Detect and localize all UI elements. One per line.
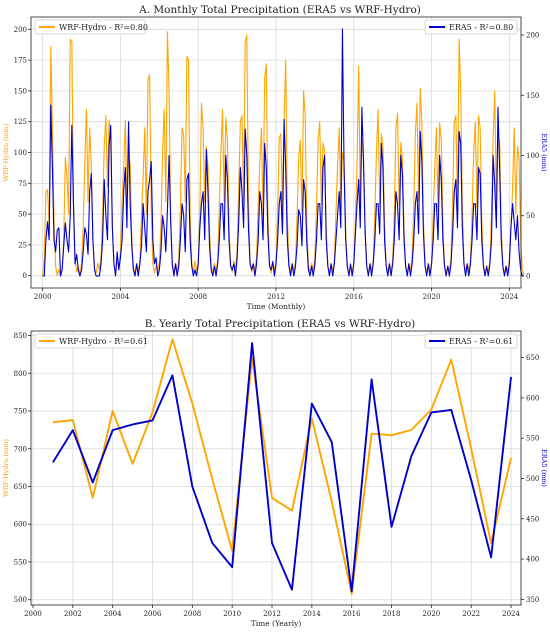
y-tick-label-right: 200 <box>526 32 539 40</box>
x-tick-label: 2012 <box>267 293 285 301</box>
series-line-wrf-hydro <box>52 338 512 595</box>
panel-a-legend-left-label: WRF-Hydro - R²=0.80 <box>59 23 148 32</box>
x-tick-label: 2014 <box>303 610 321 618</box>
x-tick-label: 2008 <box>183 610 201 618</box>
y-tick-label-right: 100 <box>526 152 539 160</box>
x-tick-label: 2016 <box>343 610 361 618</box>
x-tick-label: 2010 <box>223 610 241 618</box>
y-tick-label-right: 450 <box>526 515 539 523</box>
panel-a-title: A. Monthly Total Precipitation (ERA5 vs … <box>138 4 421 16</box>
panel-b-title: B. Yearly Total Precipitation (ERA5 vs W… <box>145 318 416 330</box>
y-tick-label-left: 125 <box>14 118 27 126</box>
panel-a-legend-right: ERA5 - R²=0.80 <box>424 19 518 35</box>
x-tick-label: 2024 <box>500 293 518 301</box>
y-tick-label-left: 0 <box>23 272 27 280</box>
panel-a-legend-left: WRF-Hydro - R²=0.80 <box>34 19 148 35</box>
panel-b-legend-left-label: WRF-Hydro - R²=0.61 <box>59 337 148 346</box>
panel-b-legend-right: ERA5 - R²=0.61 <box>424 333 518 349</box>
y-tick-label-left: 650 <box>14 483 27 491</box>
panel-b-legend-left: WRF-Hydro - R²=0.61 <box>34 333 148 349</box>
panel-a-legend-right-label: ERA5 - R²=0.80 <box>449 23 513 32</box>
panel-a-y-axis-label-left: WRF-Hydro (mm) <box>2 123 10 181</box>
x-tick-label: 2016 <box>345 293 363 301</box>
y-tick-label-right: 650 <box>526 354 539 362</box>
y-tick-label-left: 800 <box>14 370 27 378</box>
y-tick-label-right: 350 <box>526 596 539 604</box>
series-line-era5 <box>52 342 512 593</box>
x-tick-label: 2004 <box>112 293 130 301</box>
x-tick-label: 2000 <box>34 293 52 301</box>
panel-a-ticks: 2000 2004 2008 2012 2016 2020 2024025507510012… <box>14 26 540 301</box>
y-tick-label-left: 500 <box>14 596 27 604</box>
panel-b-series <box>52 338 512 595</box>
panel-a-monthly: A. Monthly Total Precipitation (ERA5 vs … <box>2 4 548 311</box>
x-tick-label: 2020 <box>422 610 440 618</box>
panel-b-ticks: 2000 2002 2004 2006 2008 2010 2012 2014 2016 2018… <box>14 332 540 618</box>
y-tick-label-right: 150 <box>526 92 539 100</box>
y-tick-label-left: 75 <box>18 180 27 188</box>
panel-b-y-axis-label-right: ERA5 (mm) <box>540 449 548 487</box>
y-tick-label-left: 750 <box>14 408 27 416</box>
x-tick-label: 2004 <box>104 610 122 618</box>
series-line-era5 <box>42 28 524 277</box>
x-tick-label: 2002 <box>64 610 82 618</box>
y-tick-label-left: 175 <box>14 57 27 65</box>
y-tick-label-left: 850 <box>14 332 27 340</box>
x-tick-label: 2008 <box>189 293 207 301</box>
panel-a-grid <box>31 17 521 288</box>
panel-b-grid <box>31 331 521 605</box>
panel-b-yearly: B. Yearly Total Precipitation (ERA5 vs W… <box>2 318 548 628</box>
panel-b-x-axis-label: Time (Yearly) <box>251 619 302 628</box>
x-tick-label: 2022 <box>462 610 480 618</box>
y-tick-label-left: 700 <box>14 445 27 453</box>
y-tick-label-right: 400 <box>526 556 539 564</box>
y-tick-label-left: 550 <box>14 558 27 566</box>
y-tick-label-right: 0 <box>526 272 530 280</box>
x-tick-label: 2020 <box>423 293 441 301</box>
panel-b-y-axis-label-left: WRF-Hydro (mm) <box>2 439 10 497</box>
panel-b-plot-frame <box>30 330 522 606</box>
x-tick-label: 2018 <box>383 610 401 618</box>
panel-a-series <box>42 28 525 277</box>
panel-a-x-axis-label: Time (Monthly) <box>247 302 306 311</box>
y-tick-label-left: 150 <box>14 87 27 95</box>
y-tick-label-left: 600 <box>14 521 27 529</box>
x-tick-label: 2006 <box>144 610 162 618</box>
y-tick-label-left: 200 <box>14 26 27 34</box>
y-tick-label-left: 50 <box>18 211 27 219</box>
y-tick-label-right: 550 <box>526 435 539 443</box>
y-tick-label-left: 25 <box>18 241 27 249</box>
y-tick-label-right: 600 <box>526 394 539 402</box>
x-tick-label: 2012 <box>263 610 281 618</box>
x-tick-label: 2000 <box>24 610 42 618</box>
panel-b-legend-right-label: ERA5 - R²=0.61 <box>449 337 513 346</box>
panel-a-y-axis-label-right: ERA5 (mm) <box>540 134 548 172</box>
y-tick-label-right: 50 <box>526 212 535 220</box>
y-tick-label-left: 100 <box>14 149 27 157</box>
x-tick-label: 2024 <box>502 610 520 618</box>
y-tick-label-right: 500 <box>526 475 539 483</box>
